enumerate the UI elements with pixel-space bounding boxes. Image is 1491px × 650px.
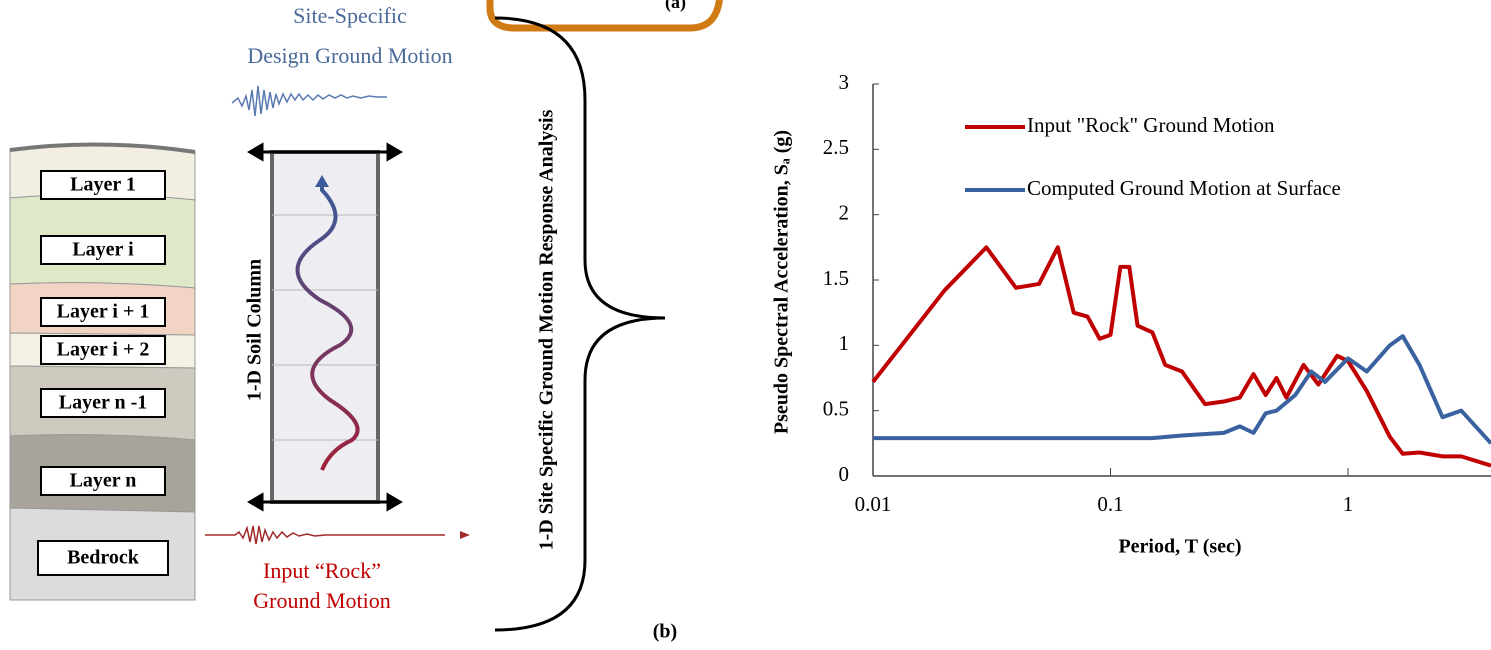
panel-a-box — [486, 0, 723, 32]
layer-box — [40, 335, 166, 365]
panel-label: (a) — [665, 0, 686, 13]
y-tick-label: 0 — [839, 462, 850, 486]
y-tick-label: 2 — [839, 200, 850, 224]
y-tick-label: 0.5 — [823, 396, 849, 420]
layer-box — [40, 466, 166, 496]
layer-label: Layer i — [72, 239, 134, 261]
column-label: 1-D Soil Column — [244, 259, 266, 401]
legend-label: Computed Ground Motion at Surface — [1027, 176, 1341, 200]
soil-column — [270, 150, 380, 504]
y-axis-label: Pseudo Spectral Acceleration, Sₐ (g) — [771, 130, 793, 434]
output-label: Design Ground Motion — [247, 43, 452, 68]
input-wave — [205, 525, 445, 545]
series-line — [871, 245, 1491, 468]
layer-box — [40, 388, 166, 418]
wave-arrow — [315, 175, 329, 187]
layer-box — [40, 170, 166, 200]
legend-label: Input "Rock" Ground Motion — [1027, 113, 1275, 137]
chart: 0 0.5 1 1.5 2 2.5 3 0.01 0.1 1 Period, T (sec) Pseu… — [771, 70, 1491, 558]
y-tick-label: 1.5 — [823, 266, 849, 290]
output-label: Site-Specific — [293, 3, 407, 28]
y-tick-label: 2.5 — [823, 135, 849, 159]
layer-box — [37, 540, 169, 576]
layer-label: Bedrock — [67, 547, 140, 569]
x-tick-label: 0.1 — [1097, 492, 1123, 516]
bracket — [494, 16, 666, 632]
x-tick-label: 1 — [1343, 492, 1354, 516]
wave-path — [295, 182, 360, 471]
layer-box — [40, 235, 166, 265]
series-line — [873, 334, 1491, 445]
analysis-label: 1-D Site Specific Ground Motion Response… — [536, 109, 558, 550]
input-label: Ground Motion — [253, 588, 391, 613]
x-tick-label: 0.01 — [855, 492, 892, 516]
output-wave — [231, 85, 387, 117]
panel-label: (b) — [653, 621, 677, 643]
layer-box — [40, 297, 166, 327]
x-axis-label: Period, T (sec) — [1118, 536, 1241, 558]
layer-label: Layer i + 1 — [57, 301, 150, 323]
layer-label: Layer 1 — [70, 174, 136, 196]
layer-label: Layer i + 2 — [57, 339, 150, 361]
column-arrows — [247, 142, 403, 512]
y-tick-label: 3 — [839, 70, 850, 94]
layer-label: Layer n — [70, 470, 137, 492]
soil-profile — [9, 142, 196, 601]
column-divisions — [272, 214, 378, 441]
y-tick-label: 1 — [839, 331, 850, 355]
input-label: Input “Rock” — [263, 558, 381, 583]
input-arrow — [460, 531, 470, 539]
layer-label: Layer n -1 — [59, 392, 148, 414]
